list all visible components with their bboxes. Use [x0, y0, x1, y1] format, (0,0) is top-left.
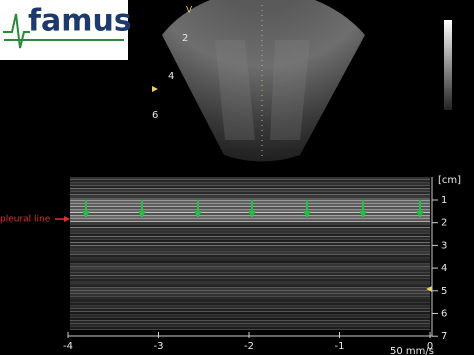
axes: 1 2 3 4 5 6 7 -4 -3 -2 -1 0 — [63, 177, 447, 352]
arrows — [82, 200, 424, 218]
green-arrowhead — [416, 211, 424, 218]
depth-label: 4 — [441, 263, 447, 274]
time-label: -1 — [335, 341, 345, 352]
focus-marker — [152, 86, 158, 92]
logo-pulse — [3, 13, 30, 49]
depth-label: 3 — [441, 240, 447, 251]
sector-depth: 2 — [182, 33, 188, 44]
logo-box — [0, 0, 128, 60]
logo-text: famus — [28, 4, 132, 39]
time-label: -4 — [63, 341, 73, 352]
sector-image — [162, 0, 365, 162]
green-arrowhead — [359, 211, 367, 218]
unit-label: [cm] — [438, 175, 461, 186]
depth-label: 1 — [441, 195, 447, 206]
sector-shadow — [215, 40, 255, 140]
gray-scale-bar — [444, 20, 452, 110]
sector-depth: 6 — [152, 110, 158, 121]
time-label: 0 — [427, 341, 433, 352]
green-arrowhead — [194, 211, 202, 218]
green-arrowhead — [248, 211, 256, 218]
depth-label: 5 — [441, 286, 447, 297]
time-label: -2 — [244, 341, 254, 352]
green-arrowhead — [82, 211, 90, 218]
green-arrowhead — [303, 211, 311, 218]
depth-label: 2 — [441, 218, 447, 229]
green-arrowhead — [138, 211, 146, 218]
annotation: pleural line — [0, 215, 51, 225]
time-label: -3 — [154, 341, 164, 352]
annotation-arrowhead — [64, 216, 70, 222]
m-mode-image — [70, 177, 430, 330]
sector-marker: V — [186, 6, 193, 16]
focus-marker — [426, 286, 432, 292]
sector-depth: 4 — [168, 71, 174, 82]
depth-label: 6 — [441, 309, 447, 320]
logo: famus — [0, 0, 132, 60]
sweep-speed: 50 mm/s — [390, 346, 434, 355]
sector-shadow — [270, 40, 310, 140]
depth-label: 7 — [441, 331, 447, 342]
